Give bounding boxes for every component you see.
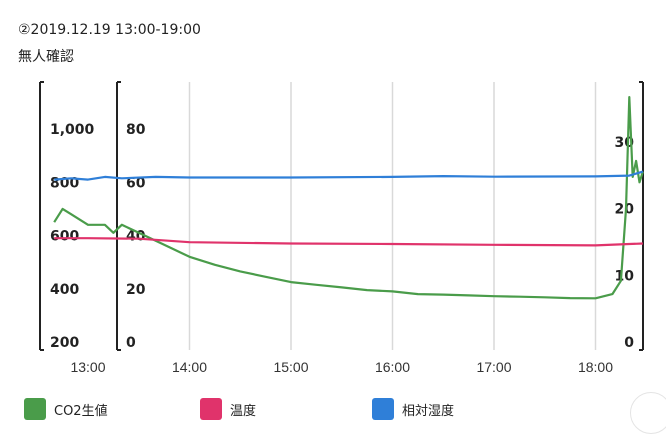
legend-swatch-temp xyxy=(200,398,222,420)
temp-tick-label: 0 xyxy=(126,335,136,351)
chart-title: ②2019.12.19 13:00-19:00 xyxy=(18,22,201,38)
right-tick-label: 30 xyxy=(615,135,635,151)
temp-tick-label: 40 xyxy=(126,229,146,245)
legend-item-humidity[interactable]: 相対湿度 xyxy=(372,398,454,420)
legend-label-co2: CO2生値 xyxy=(54,403,108,419)
scroll-button[interactable] xyxy=(630,392,666,434)
series-line-2 xyxy=(54,170,644,181)
legend-swatch-co2 xyxy=(24,398,46,420)
temp-tick-label: 60 xyxy=(126,175,146,191)
series-line-1 xyxy=(54,237,643,247)
right-tick-label: 10 xyxy=(615,268,635,284)
right-axis xyxy=(639,81,644,351)
temp-tick-label: 20 xyxy=(126,282,146,298)
legend-label-temp: 温度 xyxy=(230,403,257,419)
chart-subtitle: 無人確認 xyxy=(18,49,74,65)
x-tick-label: 13:00 xyxy=(70,359,105,375)
x-tick-label: 18:00 xyxy=(578,359,613,375)
x-tick-label: 15:00 xyxy=(273,359,308,375)
co2-tick-label: 400 xyxy=(50,282,79,298)
x-tick-label: 14:00 xyxy=(172,359,207,375)
co2-tick-label: 1,000 xyxy=(50,122,95,138)
co2-axis xyxy=(39,81,44,351)
series-line-0 xyxy=(53,95,644,300)
legend-swatch-humidity xyxy=(372,398,394,420)
temp-tick-label: 80 xyxy=(126,122,146,138)
right-tick-label: 20 xyxy=(615,202,635,218)
x-tick-label: 16:00 xyxy=(375,359,410,375)
x-tick-label: 17:00 xyxy=(476,359,511,375)
legend-item-temp[interactable]: 温度 xyxy=(200,398,256,420)
co2-tick-label: 200 xyxy=(50,335,79,351)
legend-item-co2[interactable]: CO2生値 xyxy=(24,398,108,420)
temp-axis xyxy=(116,81,121,351)
co2-tick-label: 600 xyxy=(50,229,79,245)
right-tick-label: 0 xyxy=(624,335,634,351)
legend-label-humidity: 相対湿度 xyxy=(402,403,455,419)
